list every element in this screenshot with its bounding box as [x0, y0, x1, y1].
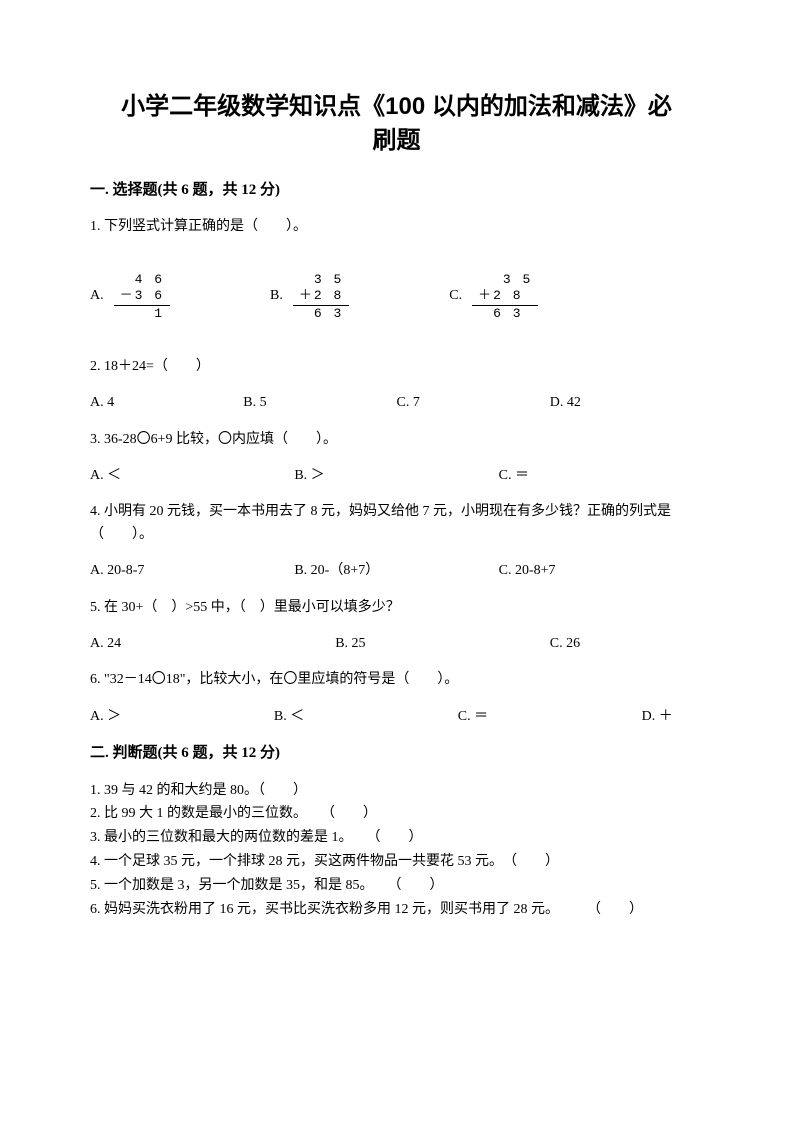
question-5: 5. 在 30+（ ）>55 中，（ ）里最小可以填多少？ A. 24 B. 2…: [90, 597, 703, 656]
q2-b: B. 5: [243, 392, 396, 414]
q4-c: C. 20-8+7: [499, 560, 703, 582]
section-1-header: 一. 选择题(共 6 题，共 12 分): [90, 179, 703, 202]
q6-c: C. ＝: [458, 706, 642, 728]
question-3: 3. 36-28〇6+9 比较，〇内应填（ ）。 A. ＜ B. ＞ C. ＝: [90, 429, 703, 488]
q1-a-res: 1: [114, 306, 170, 322]
q1-a-calc: 4 6 －3 6 1: [114, 272, 170, 322]
q5-b: B. 25: [335, 633, 550, 655]
q3-text: 3. 36-28〇6+9 比较，〇内应填（ ）。: [90, 429, 703, 451]
tf-3: 3. 最小的三位数和最大的两位数的差是 1。 （ ）: [90, 826, 703, 850]
q3-options: A. ＜ B. ＞ C. ＝: [90, 465, 703, 487]
q2-d: D. 42: [550, 392, 703, 414]
q1-c-top: 3 5: [472, 272, 538, 288]
q1-option-a: A. 4 6 －3 6 1: [90, 272, 170, 322]
q1-b-res: 6 3: [293, 306, 349, 322]
tf-2: 2. 比 99 大 1 的数是最小的三位数。 （ ）: [90, 802, 703, 826]
q2-options: A. 4 B. 5 C. 7 D. 42: [90, 392, 703, 414]
q6-options: A. ＞ B. ＜ C. ＝ D. ＋: [90, 706, 703, 728]
title-line-2: 刷题: [373, 127, 421, 154]
q1-options: A. 4 6 －3 6 1 B. 3 5 ＋2 8 6 3 C. 3 5 ＋2 …: [90, 272, 703, 322]
title-line-1: 小学二年级数学知识点《100 以内的加法和减法》必: [121, 93, 672, 120]
question-4: 4. 小明有 20 元钱，买一本书用去了 8 元，妈妈又给他 7 元，小明现在有…: [90, 501, 703, 582]
q1-b-top: 3 5: [293, 272, 349, 288]
q1-b-label: B.: [270, 285, 283, 307]
q1-c-res: 6 3: [472, 306, 538, 322]
q1-a-top: 4 6: [114, 272, 170, 288]
page-title: 小学二年级数学知识点《100 以内的加法和减法》必 刷题: [90, 90, 703, 157]
q2-a: A. 4: [90, 392, 243, 414]
q2-text: 2. 18＋24=（ ）: [90, 356, 703, 378]
q4-options: A. 20-8-7 B. 20-（8+7） C. 20-8+7: [90, 560, 703, 582]
q1-b-mid: ＋2 8: [293, 288, 349, 305]
q1-c-mid: ＋2 8: [472, 288, 538, 305]
q4-text: 4. 小明有 20 元钱，买一本书用去了 8 元，妈妈又给他 7 元，小明现在有…: [90, 501, 703, 546]
q1-b-calc: 3 5 ＋2 8 6 3: [293, 272, 349, 322]
q1-text: 1. 下列竖式计算正确的是（ ）。: [90, 216, 703, 238]
tf-4: 4. 一个足球 35 元，一个排球 28 元，买这两件物品一共要花 53 元。 …: [90, 850, 703, 874]
q3-a: A. ＜: [90, 465, 294, 487]
tf-5: 5. 一个加数是 3，另一个加数是 35，和是 85。 （ ）: [90, 874, 703, 898]
q1-option-b: B. 3 5 ＋2 8 6 3: [270, 272, 349, 322]
tf-6: 6. 妈妈买洗衣粉用了 16 元，买书比买洗衣粉多用 12 元，则买书用了 28…: [90, 898, 703, 922]
q5-a: A. 24: [90, 633, 335, 655]
q4-b: B. 20-（8+7）: [294, 560, 498, 582]
q6-a: A. ＞: [90, 706, 274, 728]
question-2: 2. 18＋24=（ ） A. 4 B. 5 C. 7 D. 42: [90, 356, 703, 415]
q1-option-c: C. 3 5 ＋2 8 6 3: [449, 272, 538, 322]
q5-c: C. 26: [550, 633, 703, 655]
q6-b: B. ＜: [274, 706, 458, 728]
q1-a-label: A.: [90, 285, 104, 307]
section-2-header: 二. 判断题(共 6 题，共 12 分): [90, 742, 703, 765]
q6-text: 6. "32－14〇18"，比较大小，在〇里应填的符号是（ ）。: [90, 669, 703, 691]
q6-d: D. ＋: [642, 706, 703, 728]
q5-text: 5. 在 30+（ ）>55 中，（ ）里最小可以填多少？: [90, 597, 703, 619]
q4-a: A. 20-8-7: [90, 560, 294, 582]
q1-c-label: C.: [449, 285, 462, 307]
q3-b: B. ＞: [294, 465, 498, 487]
tf-1: 1. 39 与 42 的和大约是 80。（ ）: [90, 779, 703, 803]
q5-options: A. 24 B. 25 C. 26: [90, 633, 703, 655]
q1-a-mid: －3 6: [114, 288, 170, 305]
q1-c-calc: 3 5 ＋2 8 6 3: [472, 272, 538, 322]
question-1: 1. 下列竖式计算正确的是（ ）。 A. 4 6 －3 6 1 B. 3 5 ＋…: [90, 216, 703, 322]
q2-c: C. 7: [397, 392, 550, 414]
q3-c: C. ＝: [499, 465, 703, 487]
question-6: 6. "32－14〇18"，比较大小，在〇里应填的符号是（ ）。 A. ＞ B.…: [90, 669, 703, 728]
